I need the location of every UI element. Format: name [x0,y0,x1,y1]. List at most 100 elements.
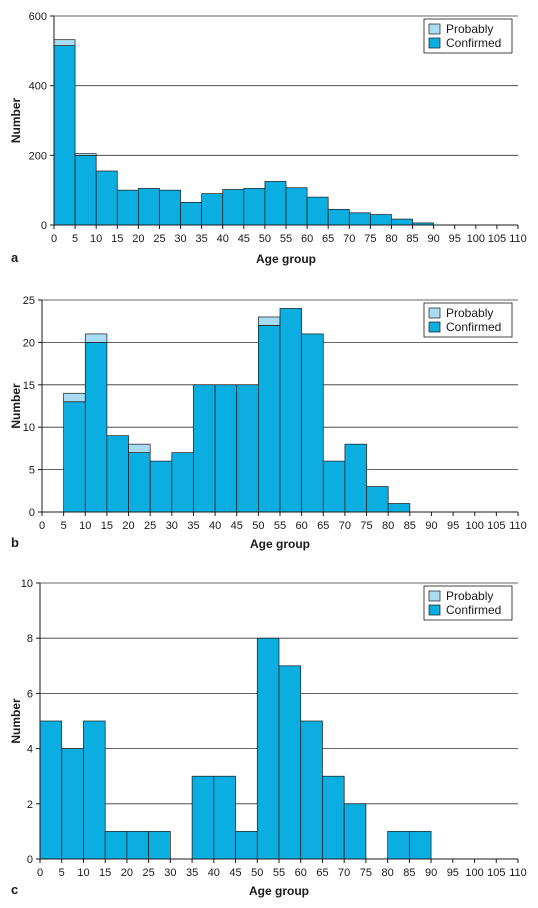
x-tick-label: 35 [186,867,198,879]
legend-swatch-probably [428,23,441,35]
x-tick-label: 90 [425,520,437,532]
x-tick-label: 15 [111,233,123,245]
x-tick-label: 95 [447,520,459,532]
bar-confirmed [387,831,410,860]
x-tick-label: 80 [382,520,394,532]
bar-confirmed [193,384,216,513]
bar-confirmed [159,189,181,226]
x-tick-label: 45 [229,867,241,879]
legend-swatch-confirmed [428,321,441,333]
x-axis-title: Age group [249,884,309,898]
x-tick-label: 65 [322,233,334,245]
x-tick-label: 100 [466,520,484,532]
chart-panel-a: 0 200 400 600 0 5 10 15 20 25 30 35 40 45 50 55 60 65 70 75… [9,11,527,266]
y-tick-label: 0 [29,507,35,519]
x-tick-label: 70 [338,867,350,879]
x-tick-label: 75 [364,233,376,245]
x-tick-label: 0 [37,867,43,879]
x-tick-label: 20 [121,867,133,879]
bar-probably [258,316,281,326]
x-tick-label: 5 [59,867,65,879]
x-tick-label: 65 [317,520,329,532]
bar-confirmed [306,196,329,226]
x-tick-label: 5 [61,520,67,532]
x-tick-label: 40 [208,867,220,879]
y-tick-label: 0 [41,220,47,232]
y-tick-label: 6 [27,688,33,700]
bar-confirmed [74,154,97,226]
x-tick-label: 20 [122,520,134,532]
bar-confirmed [149,460,173,513]
x-tick-label: 90 [425,867,437,879]
legend-swatch-confirmed [428,37,441,49]
x-axis-title: Age group [250,537,310,551]
legend-label-probably: Probably [446,306,493,320]
legend-label-confirmed: Confirmed [446,36,501,50]
y-tick-label: 25 [23,295,35,307]
x-tick-label: 50 [259,233,271,245]
bar-confirmed [53,45,76,226]
y-axis-title: Number [9,98,23,144]
bar-confirmed [344,443,367,513]
bar-confirmed [279,308,302,513]
x-tick-label: 55 [273,867,285,879]
bar-confirmed [285,187,308,226]
x-tick-label: 85 [404,520,416,532]
bar-confirmed [278,665,302,860]
x-tick-label: 0 [39,520,45,532]
bar-probably [63,392,86,403]
bar-confirmed [327,208,350,226]
x-tick-label: 10 [90,233,102,245]
x-tick-label: 85 [403,867,415,879]
bar-confirmed [343,803,367,860]
chart-panel-b: 0 5 10 15 20 25 0 5 10 15 20 25 30 35 40 45 50 55 60 65 70 75… [9,295,527,551]
bar-confirmed [171,452,194,513]
x-tick-label: 30 [164,867,176,879]
x-tick-label: 50 [252,520,264,532]
x-tick-label: 45 [238,233,250,245]
bar-confirmed [39,720,63,860]
bar-confirmed [148,831,171,860]
y-tick-label: 20 [23,337,35,349]
x-tick-label: 110 [509,867,527,879]
x-tick-label: 110 [509,520,527,532]
x-tick-label: 30 [174,233,186,245]
bar-confirmed [256,637,280,860]
bar-confirmed [128,452,151,513]
x-tick-label: 105 [487,867,505,879]
bar-confirmed [138,188,160,226]
x-tick-label: 0 [51,233,57,245]
y-tick-label: 400 [29,81,47,93]
y-tick-label: 8 [27,633,33,645]
x-tick-label: 95 [449,233,461,245]
x-tick-label: 40 [217,233,229,245]
bar-confirmed [391,218,413,226]
bar-confirmed [387,503,411,513]
legend-swatch-probably [428,307,441,319]
x-tick-label: 105 [488,233,506,245]
x-tick-label: 95 [447,867,459,879]
bar-confirmed [236,384,259,513]
bar-confirmed [63,401,86,513]
legend-label-probably: Probably [446,589,493,603]
x-tick-label: 60 [301,233,313,245]
legend-label-probably: Probably [446,22,493,36]
x-tick-label: 30 [166,520,178,532]
x-tick-label: 25 [153,233,165,245]
bar-confirmed [201,193,224,226]
bar-confirmed [300,720,323,860]
legend-swatch-probably [428,590,441,602]
bar-confirmed [180,202,202,226]
x-tick-label: 10 [77,867,89,879]
bar-probably [128,443,151,453]
bar-confirmed [258,325,281,513]
y-tick-label: 200 [29,150,47,162]
x-tick-label: 40 [209,520,221,532]
bar-confirmed [104,831,128,860]
bar-probably [74,153,97,156]
bar-confirmed [214,384,238,513]
y-axis-title: Number [9,698,23,744]
bar-probably [84,333,108,343]
